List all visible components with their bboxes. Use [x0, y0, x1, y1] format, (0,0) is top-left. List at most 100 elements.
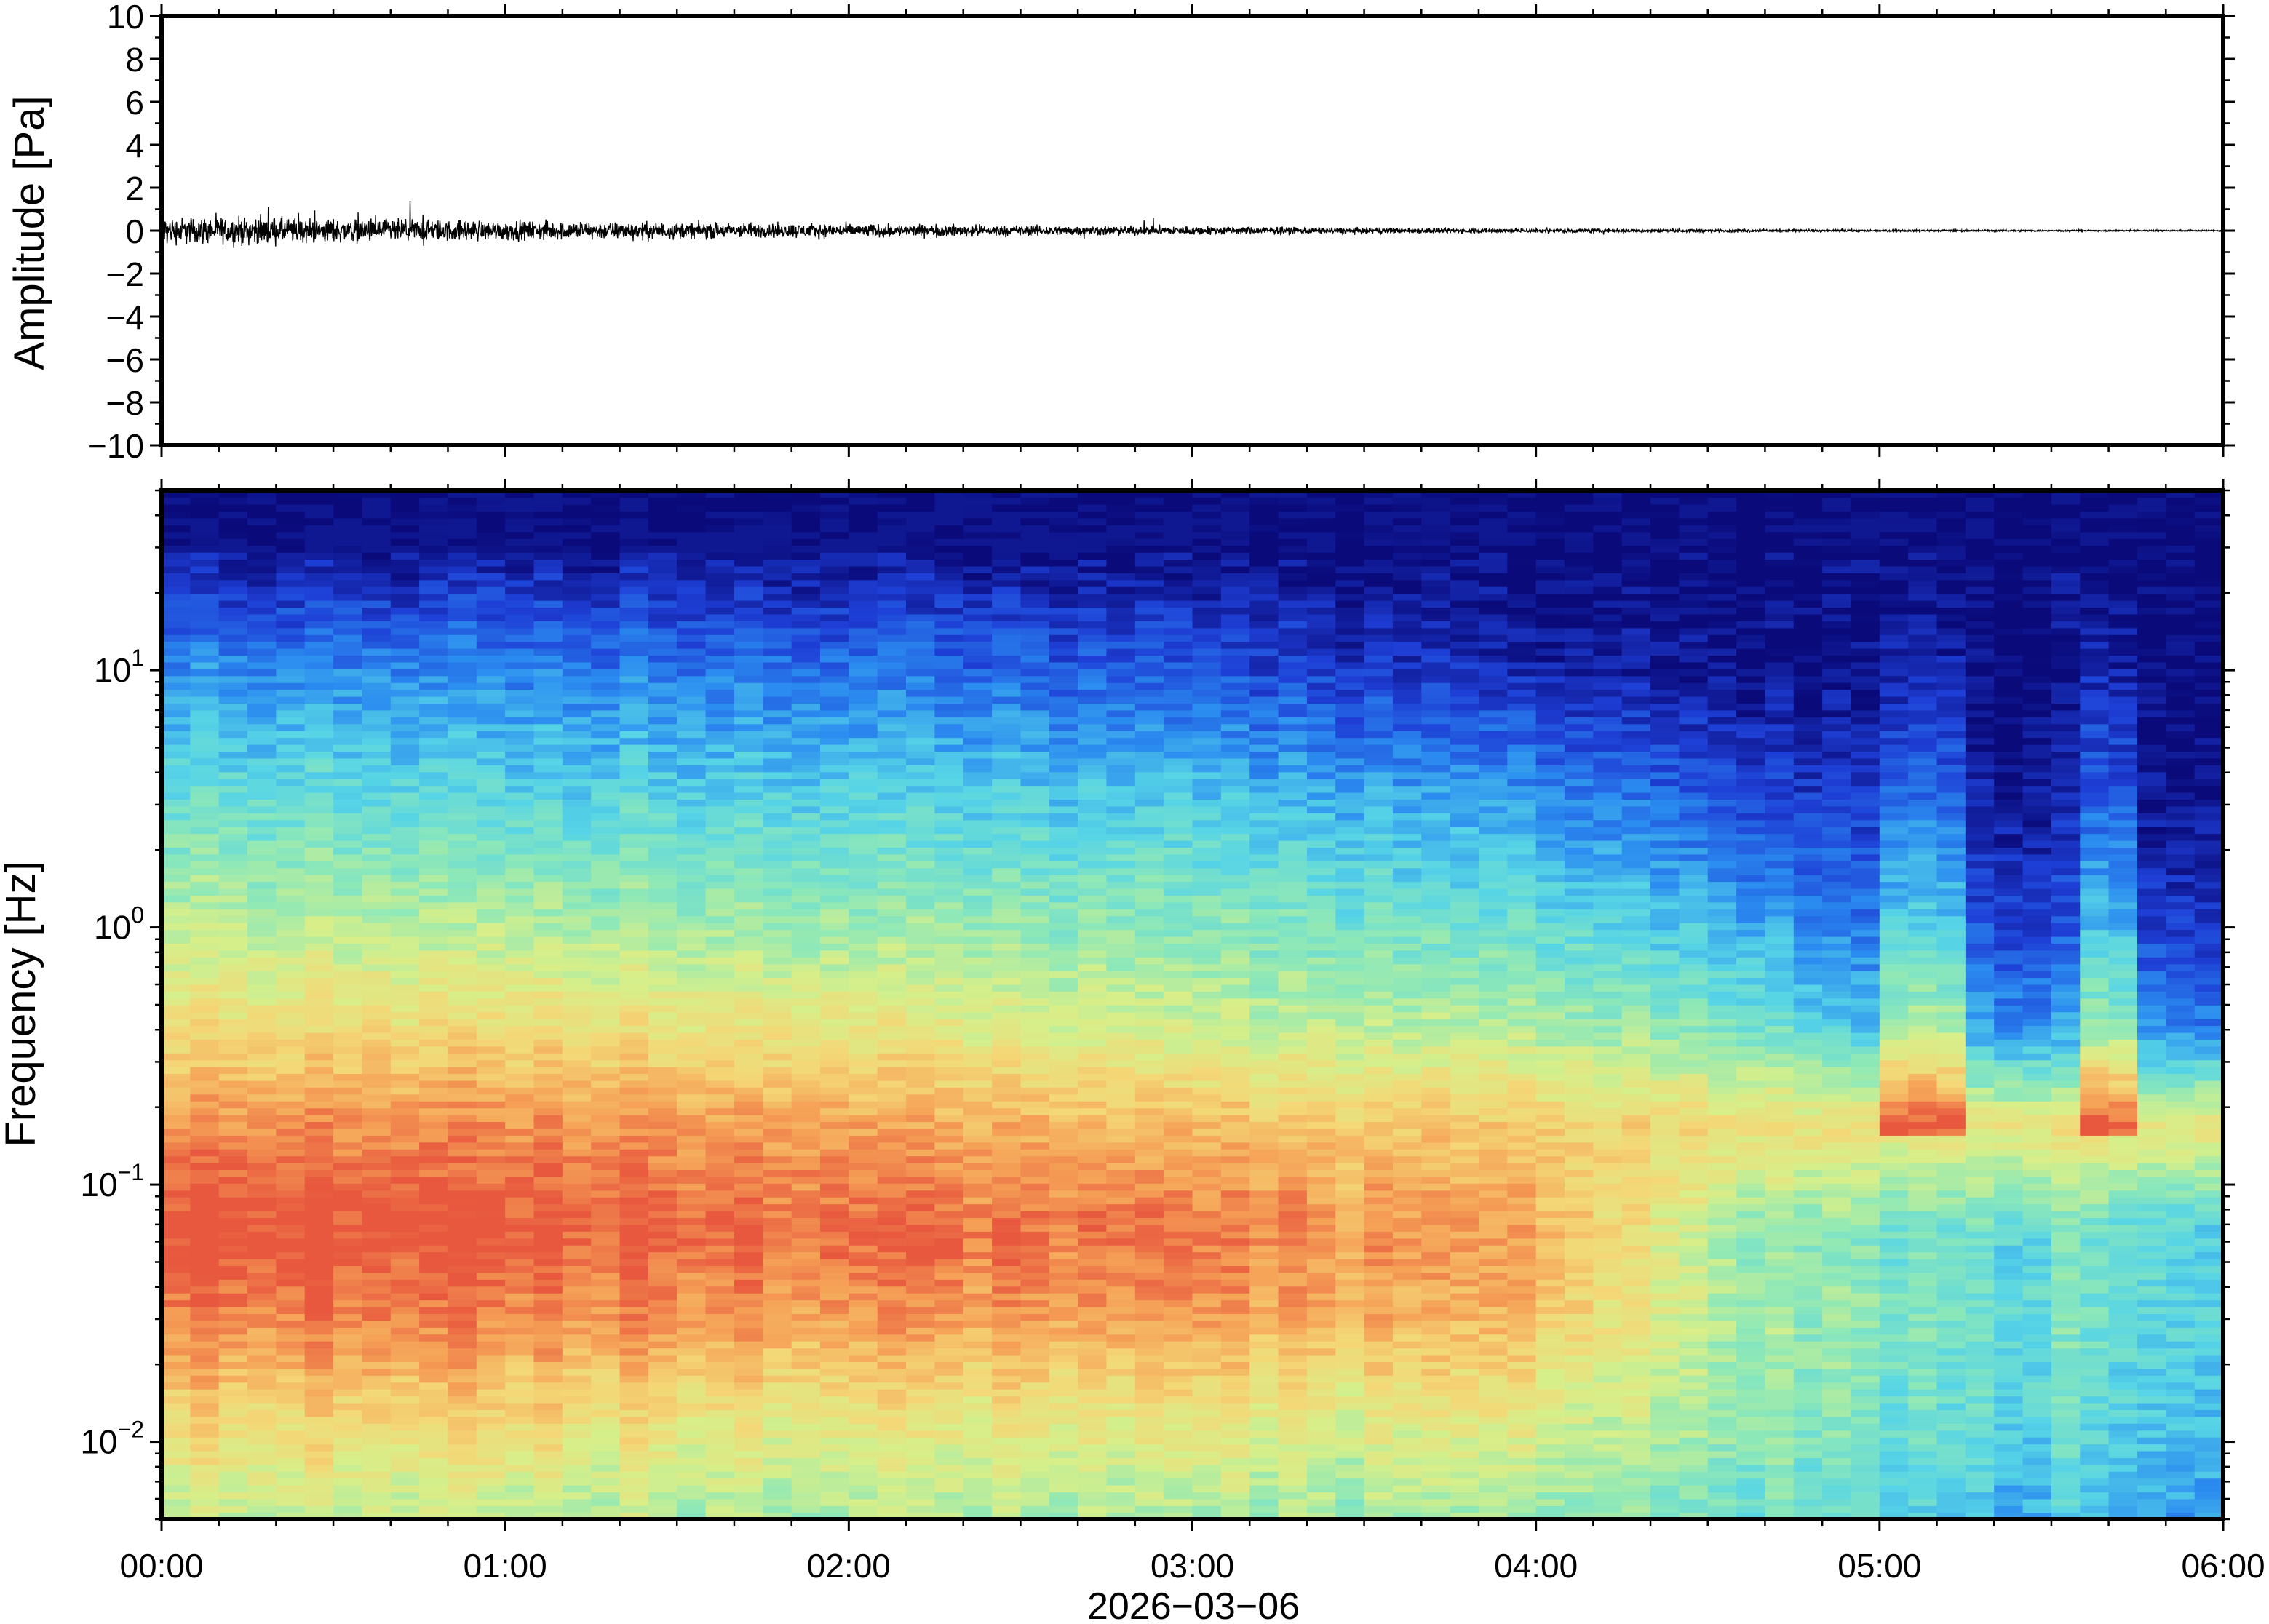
spectrogram-cell: [1020, 1121, 1050, 1129]
spectrogram-cell: [877, 1005, 907, 1013]
spectrogram-cell: [819, 1244, 850, 1253]
spectrogram-cell: [390, 991, 420, 999]
spectrogram-cell: [992, 703, 1022, 711]
spectrogram-cell: [562, 1423, 592, 1431]
spectrogram-cell: [906, 1094, 936, 1102]
spectrogram-cell: [677, 895, 707, 903]
spectrogram-cell: [419, 689, 449, 697]
spectrogram-cell: [934, 765, 964, 773]
spectrogram-cell: [505, 545, 535, 553]
spectrogram-cell: [247, 888, 277, 896]
spectrogram-cell: [533, 696, 563, 704]
spectrogram-cell: [1020, 497, 1050, 505]
spectrogram-cell: [763, 586, 792, 594]
spectrogram-cell: [390, 1114, 420, 1123]
spectrogram-cell: [276, 1512, 306, 1520]
spectrogram-cell: [562, 497, 592, 505]
spectrogram-cell: [763, 1423, 792, 1431]
spectrogram-cell: [992, 1299, 1022, 1307]
spectrogram-cell: [190, 675, 220, 683]
spectrogram-cell: [448, 874, 477, 883]
spectrogram-cell: [562, 867, 592, 875]
spectrogram-cell: [333, 1444, 363, 1452]
spectrogram-cell: [963, 607, 993, 615]
spectrogram-cell: [934, 977, 964, 985]
spectrogram-cell: [1049, 1203, 1078, 1211]
spectrogram-cell: [992, 709, 1022, 717]
spectrogram-cell: [390, 1388, 420, 1397]
spectrogram-cell: [476, 1368, 506, 1376]
spectrogram-cell: [791, 1005, 821, 1013]
spectrogram-cell: [619, 1087, 649, 1095]
spectrogram-cell: [648, 970, 678, 979]
spectrogram-cell: [734, 853, 764, 861]
spectrogram-cell: [1020, 737, 1050, 745]
spectrogram-cell: [304, 503, 334, 512]
spectrogram-cell: [533, 1121, 563, 1129]
spectrogram-cell: [791, 970, 821, 979]
spectrogram-cell: [1049, 1162, 1078, 1171]
spectrogram-cell: [190, 1052, 220, 1061]
spectrogram-cell: [190, 1251, 220, 1259]
spectrogram-cell: [218, 607, 248, 615]
spectrogram-cell: [162, 1148, 191, 1157]
spectrogram-cell: [190, 1231, 220, 1239]
spectrogram-cell: [1049, 936, 1078, 944]
spectrogram-cell: [1049, 963, 1078, 971]
spectrogram-cell: [1049, 696, 1078, 704]
spectrogram-cell: [1020, 723, 1050, 731]
spectrogram-cell: [591, 805, 621, 813]
spectrogram-cell: [591, 1018, 621, 1027]
spectrogram-cell: [419, 552, 449, 560]
spectrogram-cell: [448, 1402, 477, 1410]
spectrogram-cell: [819, 552, 850, 560]
spectrogram-cell: [819, 627, 850, 635]
spectrogram-cell: [906, 943, 936, 951]
spectrogram-cell: [1020, 1251, 1050, 1259]
spectrogram-cell: [333, 1265, 363, 1273]
spectrogram-cell: [734, 689, 764, 697]
spectrogram-cell: [705, 1073, 735, 1081]
spectrogram-cell: [591, 641, 621, 649]
spectrogram-cell: [562, 765, 592, 773]
spectrogram-cell: [992, 559, 1022, 567]
spectrogram-cell: [934, 833, 964, 841]
spectrogram-cell: [763, 744, 792, 752]
spectrogram-cell: [791, 573, 821, 581]
spectrogram-cell: [877, 1512, 907, 1520]
spectrogram-cell: [877, 950, 907, 958]
spectrogram-cell: [333, 696, 363, 704]
spectrogram-cell: [533, 648, 563, 656]
spectrogram-cell: [476, 1114, 506, 1123]
spectrogram-cell: [390, 1018, 420, 1027]
spectrogram-cell: [304, 1368, 334, 1376]
spectrogram-cell: [533, 1087, 563, 1095]
spectrogram-cell: [791, 1251, 821, 1259]
spectrogram-cell: [677, 593, 707, 601]
spectrogram-cell: [906, 613, 936, 621]
spectrogram-cell: [304, 888, 334, 896]
spectrogram-cell: [677, 943, 707, 951]
spectrogram-cell: [619, 517, 649, 525]
spectrogram-cell: [1049, 737, 1078, 745]
spectrogram-cell: [419, 1436, 449, 1445]
spectrogram-cell: [476, 600, 506, 608]
spectrogram-cell: [448, 1251, 477, 1259]
spectrogram-cell: [419, 1327, 449, 1335]
spectrogram-cell: [562, 984, 592, 992]
spectrogram-cell: [934, 600, 964, 608]
spectrogram-cell: [1078, 1087, 1108, 1095]
spectrogram-cell: [591, 586, 621, 594]
spectrogram-cell: [505, 1382, 535, 1390]
spectrogram-cell: [390, 915, 420, 923]
spectrogram-cell: [276, 847, 306, 855]
spectrogram-cell: [705, 805, 735, 813]
spectrogram-cell: [791, 634, 821, 642]
spectrogram-cell: [162, 655, 191, 663]
spectrogram-cell: [533, 1135, 563, 1143]
spectrogram-cell: [390, 853, 420, 861]
spectrogram-cell: [763, 1196, 792, 1205]
spectrogram-cell: [591, 833, 621, 841]
spectrogram-cell: [819, 943, 850, 951]
spectrogram-cell: [476, 621, 506, 629]
